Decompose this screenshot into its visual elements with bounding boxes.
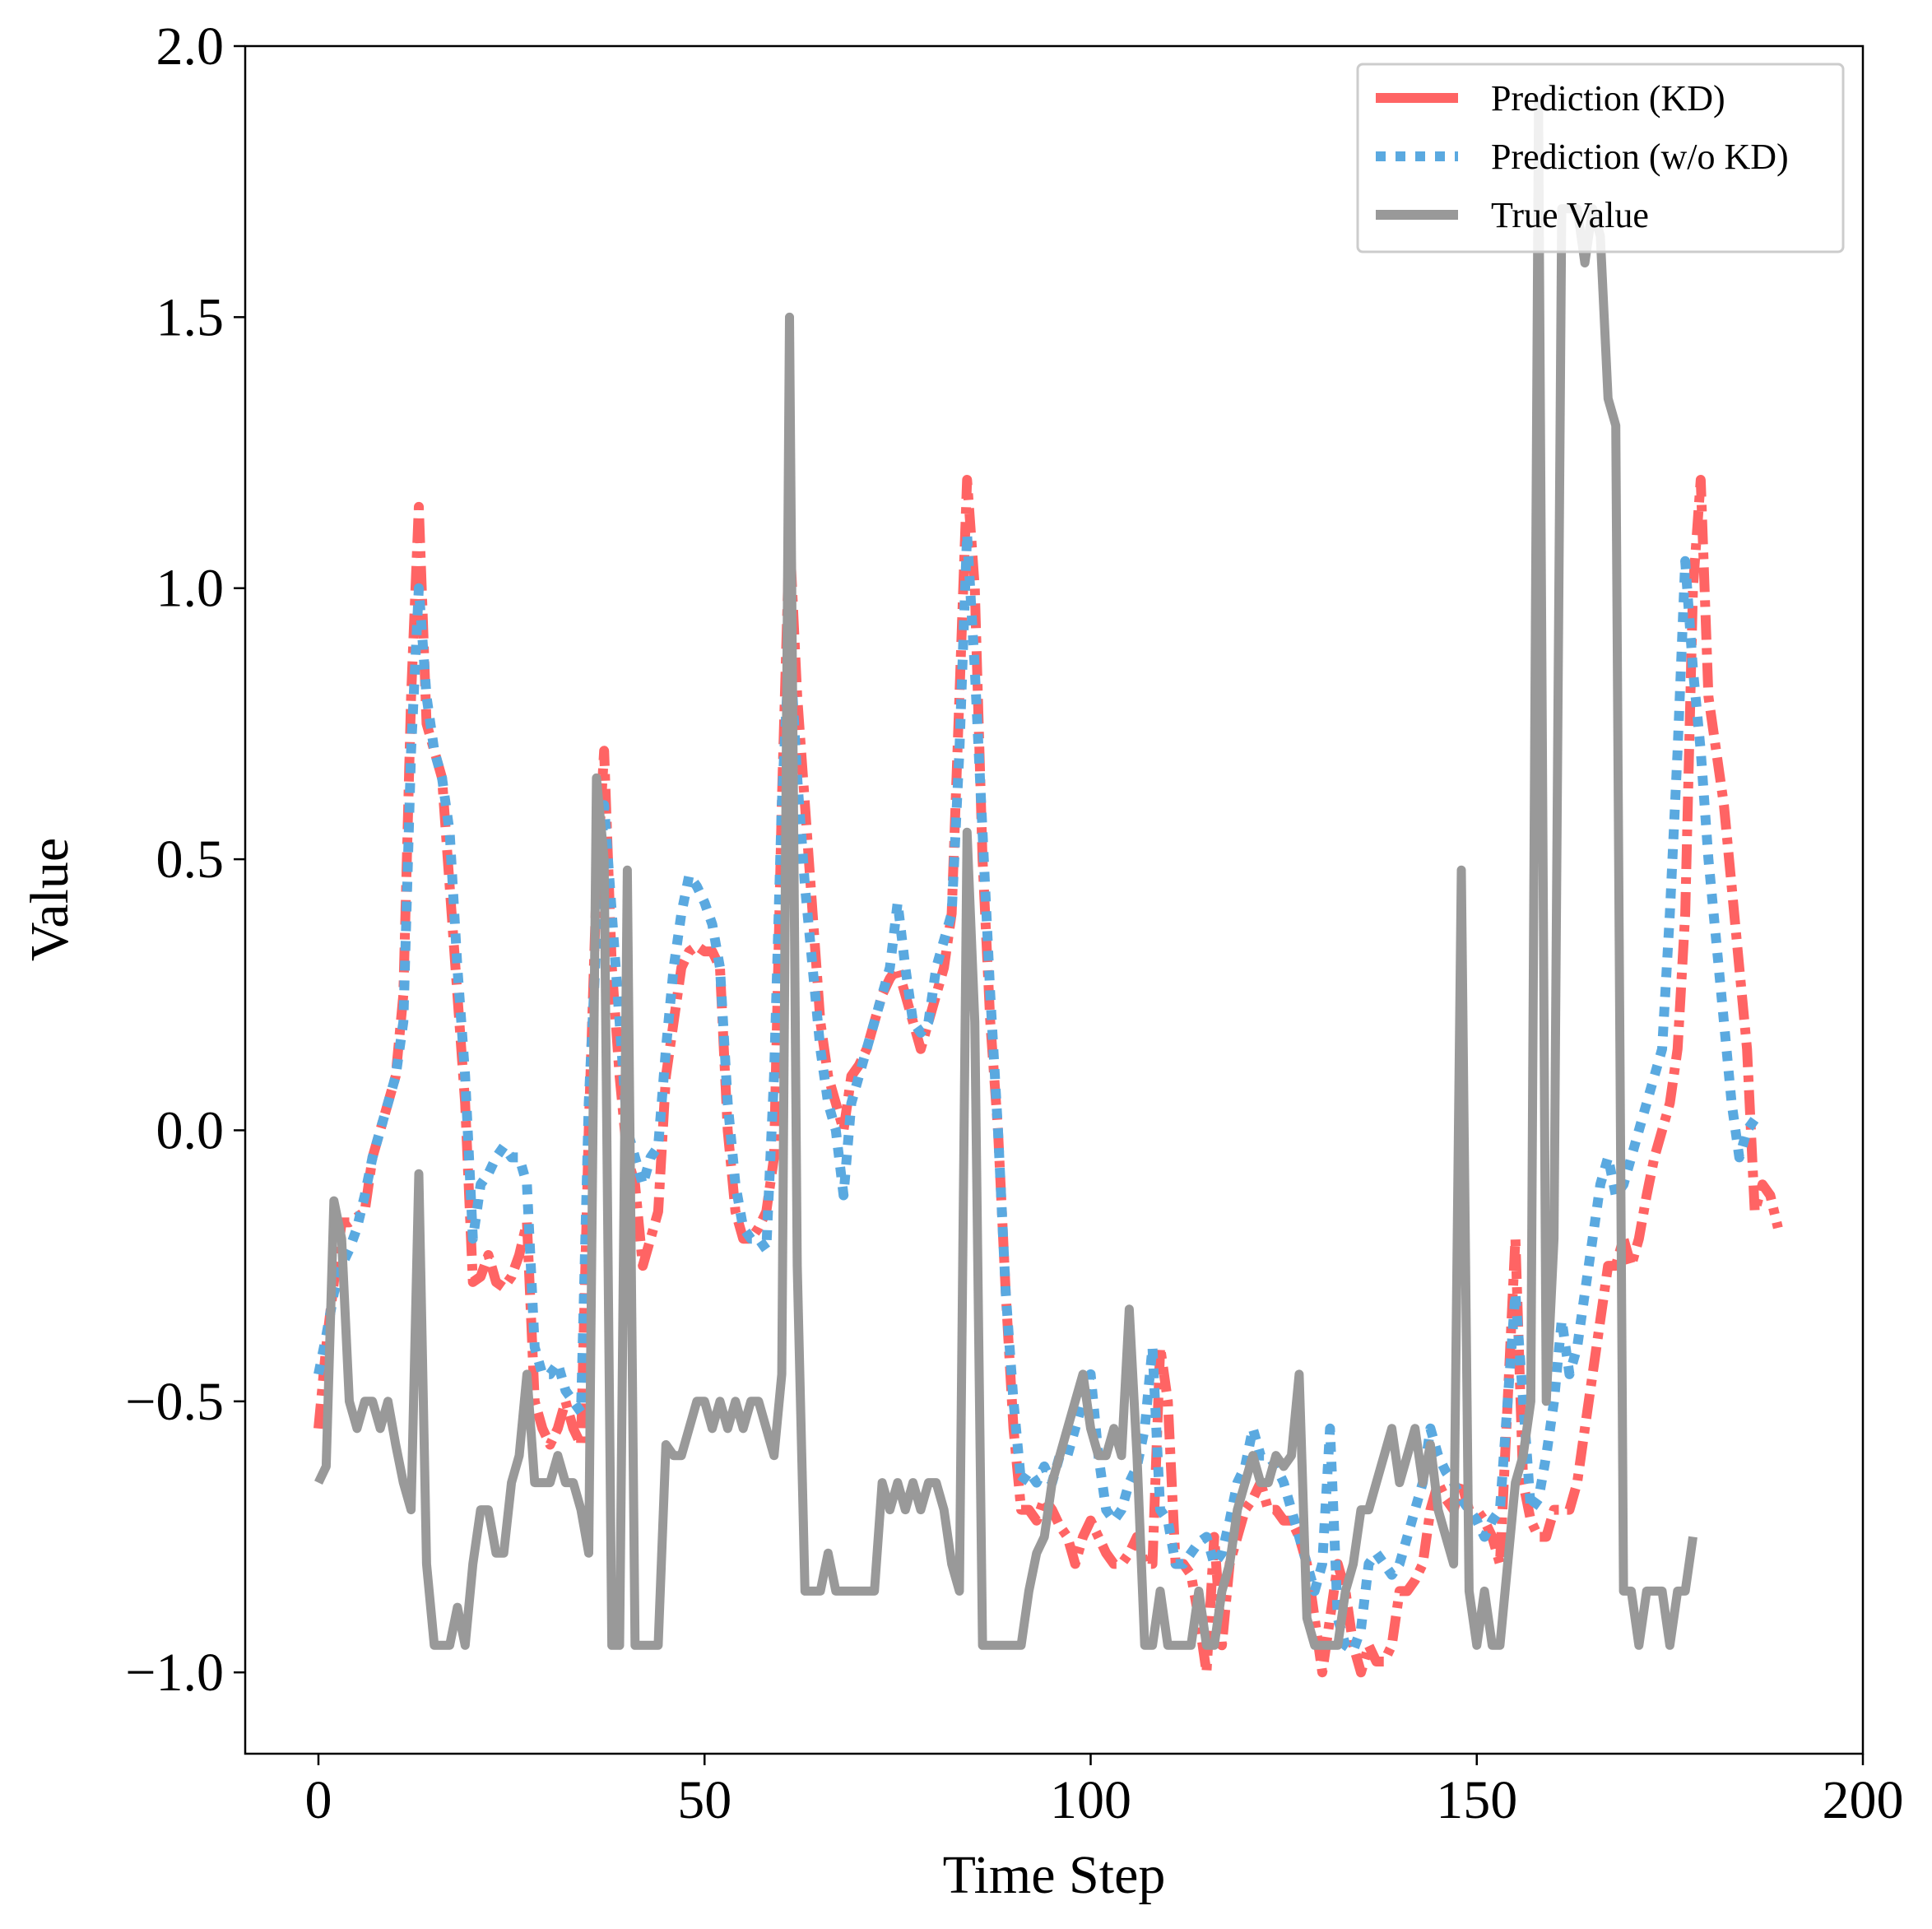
- y-tick-label: 1.0: [156, 559, 225, 619]
- series-line-true: [314, 95, 1697, 1650]
- y-tick-label: −1.0: [125, 1643, 224, 1703]
- y-axis-ticks: −1.0 −0.5 0.0 0.5 1.0 1.5 2.0: [125, 16, 245, 1703]
- series-line-wokd: [313, 528, 1759, 1656]
- x-tick-label: 200: [1823, 1770, 1904, 1830]
- legend-box: [1356, 63, 1845, 253]
- x-tick-label: 50: [677, 1770, 731, 1830]
- legend: Prediction (KD) Prediction (w/o KD) True…: [1356, 63, 1845, 253]
- x-tick-label: 0: [305, 1770, 332, 1830]
- y-tick-label: −0.5: [125, 1372, 224, 1432]
- y-tick-label: 0.0: [156, 1100, 225, 1160]
- legend-label-wokd: Prediction (w/o KD): [1491, 137, 1789, 177]
- legend-label-true: True Value: [1491, 195, 1649, 235]
- y-axis-label: Value: [20, 838, 80, 961]
- x-tick-label: 100: [1050, 1770, 1131, 1830]
- series-lines: [313, 95, 1783, 1678]
- x-axis-label: Time Step: [943, 1845, 1166, 1905]
- y-tick-label: 1.5: [156, 287, 225, 347]
- plot-frame: [244, 44, 1865, 1755]
- x-axis-ticks: 0 50 100 150 200: [305, 1754, 1904, 1830]
- y-tick-label: 2.0: [156, 16, 225, 77]
- legend-label-kd: Prediction (KD): [1491, 78, 1725, 119]
- y-tick-label: 0.5: [156, 830, 225, 890]
- x-tick-label: 150: [1436, 1770, 1517, 1830]
